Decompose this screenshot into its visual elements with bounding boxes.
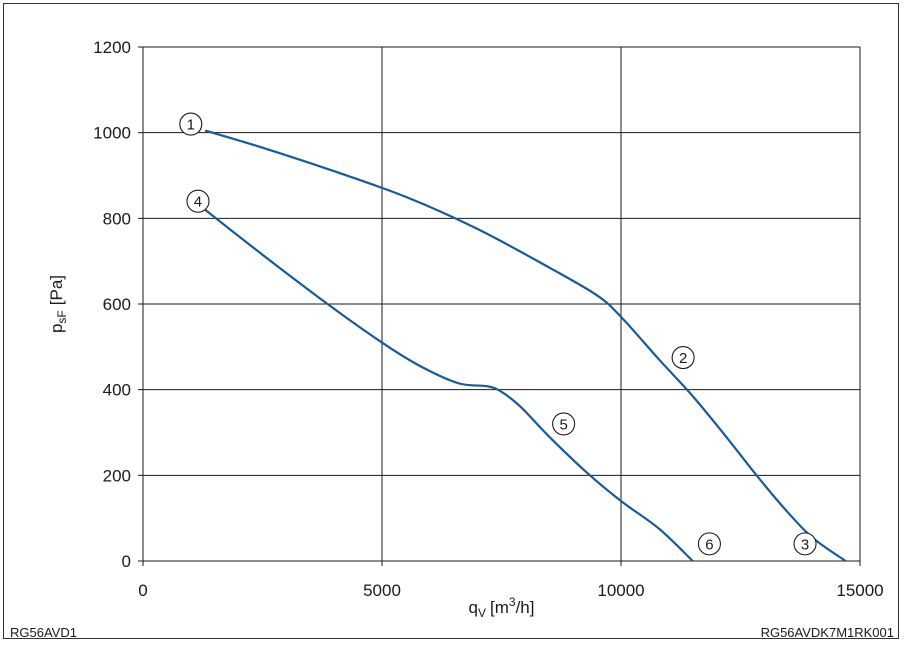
curve-line-2 (204, 208, 694, 562)
curve-marker-1: 1 (179, 112, 203, 136)
curve-marker-3: 3 (793, 532, 817, 556)
x-axis-label: qV [m3/h] (469, 595, 535, 620)
marker-circle (793, 532, 817, 556)
footer-right-code: RG56AVDK7M1RK001 (760, 625, 894, 640)
y-tick-label: 800 (103, 209, 131, 228)
marker-label: 1 (187, 117, 195, 134)
footer-left-code: RG56AVD1 (10, 625, 77, 640)
marker-circle (186, 189, 210, 213)
marker-label: 6 (705, 536, 713, 553)
marker-label: 2 (679, 350, 687, 367)
curve-line-1 (204, 129, 847, 562)
y-tick-label: 1200 (93, 38, 131, 57)
curve-marker-5: 5 (552, 412, 576, 436)
curve-marker-6: 6 (697, 532, 721, 556)
marker-circle (552, 412, 576, 436)
y-tick-label: 0 (122, 552, 131, 571)
marker-label: 5 (559, 416, 567, 433)
marker-circle (179, 112, 203, 136)
x-tick-label: 10000 (597, 581, 644, 600)
curve-series (204, 129, 847, 562)
curve-markers: 1 2 3 4 5 6 (179, 112, 817, 556)
y-tick-label: 1000 (93, 124, 131, 143)
curve-marker-2: 2 (671, 345, 695, 370)
marker-circle (671, 345, 695, 370)
y-tick-label: 600 (103, 295, 131, 314)
x-tick-label: 0 (138, 581, 147, 600)
tick-labels: 0 200 400 600 800 1000 1200 0 5000 10000 15000 (93, 38, 883, 600)
marker-circle (697, 532, 721, 556)
grid-lines (142, 46, 861, 562)
marker-label: 3 (801, 536, 809, 553)
x-tick-label: 15000 (836, 581, 883, 600)
curve-marker-4: 4 (186, 189, 210, 213)
marker-label: 4 (194, 194, 202, 211)
y-tick-label: 400 (103, 381, 131, 400)
chart-frame (3, 3, 899, 639)
y-tick-label: 200 (103, 466, 131, 485)
y-axis-label: psF[Pa] (47, 275, 69, 333)
x-tick-label: 5000 (363, 581, 401, 600)
